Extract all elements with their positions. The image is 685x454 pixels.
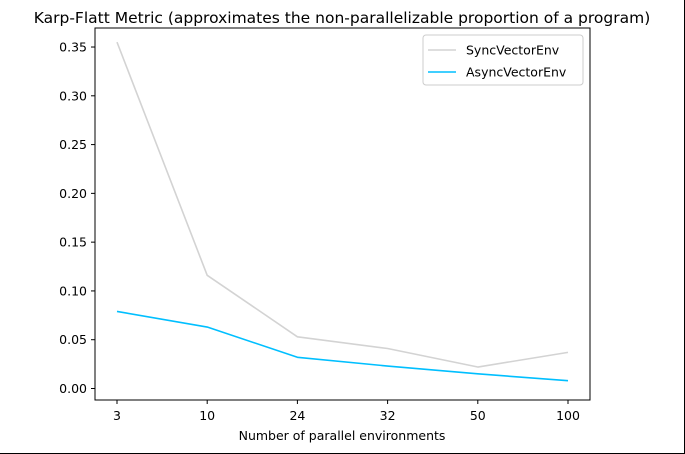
x-tick-label: 50 [470, 408, 486, 423]
x-tick-label: 100 [556, 408, 580, 423]
y-tick-label: 0.10 [59, 283, 87, 298]
y-tick-label: 0.05 [59, 332, 87, 347]
y-tick-label: 0.00 [59, 381, 87, 396]
legend-label-asyncvectorenv: AsyncVectorEnv [466, 65, 567, 80]
x-tick-label: 10 [199, 408, 215, 423]
y-tick-label: 0.30 [59, 88, 87, 103]
x-tick-label: 3 [113, 408, 121, 423]
y-tick-label: 0.20 [59, 186, 87, 201]
x-tick-label: 32 [380, 408, 396, 423]
series-line-asyncvectorenv [116, 310, 569, 382]
legend-label-syncvectorenv: SyncVectorEnv [466, 43, 560, 58]
legend: SyncVectorEnv AsyncVectorEnv [422, 34, 584, 86]
plot-area-frame [94, 27, 591, 401]
y-axis: 0.00 0.05 0.10 0.15 0.20 0.25 0.30 0.35 [59, 40, 95, 396]
x-axis-label: Number of parallel environments [239, 428, 446, 443]
legend-box [422, 34, 584, 86]
x-axis: 3 10 24 32 50 100 [113, 400, 580, 423]
y-tick-label: 0.35 [59, 40, 87, 55]
y-tick-label: 0.15 [59, 235, 87, 250]
series-line-syncvectorenv [116, 41, 569, 368]
x-tick-label: 24 [289, 408, 305, 423]
chart-title: Karp-Flatt Metric (approximates the non-… [34, 9, 651, 27]
y-tick-label: 0.25 [59, 137, 87, 152]
